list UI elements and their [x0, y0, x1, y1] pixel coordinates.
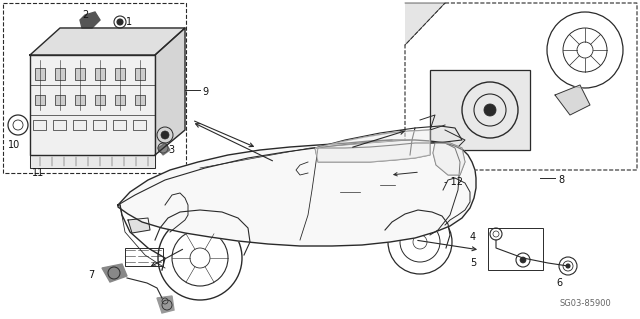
Bar	[93, 120, 106, 130]
Polygon shape	[433, 143, 465, 175]
Bar	[115, 68, 125, 80]
Polygon shape	[30, 155, 155, 168]
Text: 3: 3	[168, 145, 174, 155]
Bar	[115, 95, 125, 105]
Bar	[95, 95, 105, 105]
Text: 4: 4	[470, 232, 476, 242]
Bar	[135, 95, 145, 105]
Text: 5: 5	[470, 258, 476, 268]
Circle shape	[566, 264, 570, 268]
Circle shape	[117, 19, 123, 25]
Text: 11: 11	[32, 168, 44, 178]
Bar	[53, 120, 66, 130]
Text: SG03-85900: SG03-85900	[560, 299, 612, 308]
Text: 10: 10	[8, 140, 20, 150]
Polygon shape	[102, 264, 127, 282]
Polygon shape	[157, 296, 174, 313]
Polygon shape	[315, 130, 430, 162]
Text: 6: 6	[556, 278, 562, 288]
Polygon shape	[128, 218, 150, 233]
Polygon shape	[405, 3, 445, 45]
Text: 9: 9	[202, 87, 208, 97]
Polygon shape	[80, 12, 100, 28]
Bar	[113, 120, 126, 130]
Polygon shape	[118, 140, 476, 246]
Bar	[3, 3, 186, 173]
Bar	[125, 248, 163, 266]
Bar	[75, 95, 85, 105]
Polygon shape	[155, 28, 185, 155]
Bar	[35, 68, 45, 80]
Bar	[73, 120, 86, 130]
Circle shape	[520, 257, 526, 263]
Polygon shape	[430, 70, 530, 150]
Bar	[133, 120, 146, 130]
Polygon shape	[555, 85, 590, 115]
Polygon shape	[30, 28, 185, 55]
Text: 2: 2	[82, 10, 88, 20]
Bar	[55, 95, 65, 105]
Bar	[33, 120, 46, 130]
Bar	[488, 228, 543, 270]
Text: 7: 7	[88, 270, 94, 280]
Bar	[75, 68, 85, 80]
Polygon shape	[158, 143, 170, 155]
Circle shape	[161, 131, 169, 139]
Bar	[135, 68, 145, 80]
Polygon shape	[30, 55, 155, 155]
Text: 8: 8	[558, 175, 564, 185]
Bar	[35, 95, 45, 105]
Circle shape	[484, 104, 496, 116]
Bar	[55, 68, 65, 80]
Bar	[95, 68, 105, 80]
Bar	[30, 155, 155, 168]
Text: - 12: - 12	[444, 177, 463, 187]
Bar	[430, 70, 530, 150]
Text: 1: 1	[126, 17, 132, 27]
